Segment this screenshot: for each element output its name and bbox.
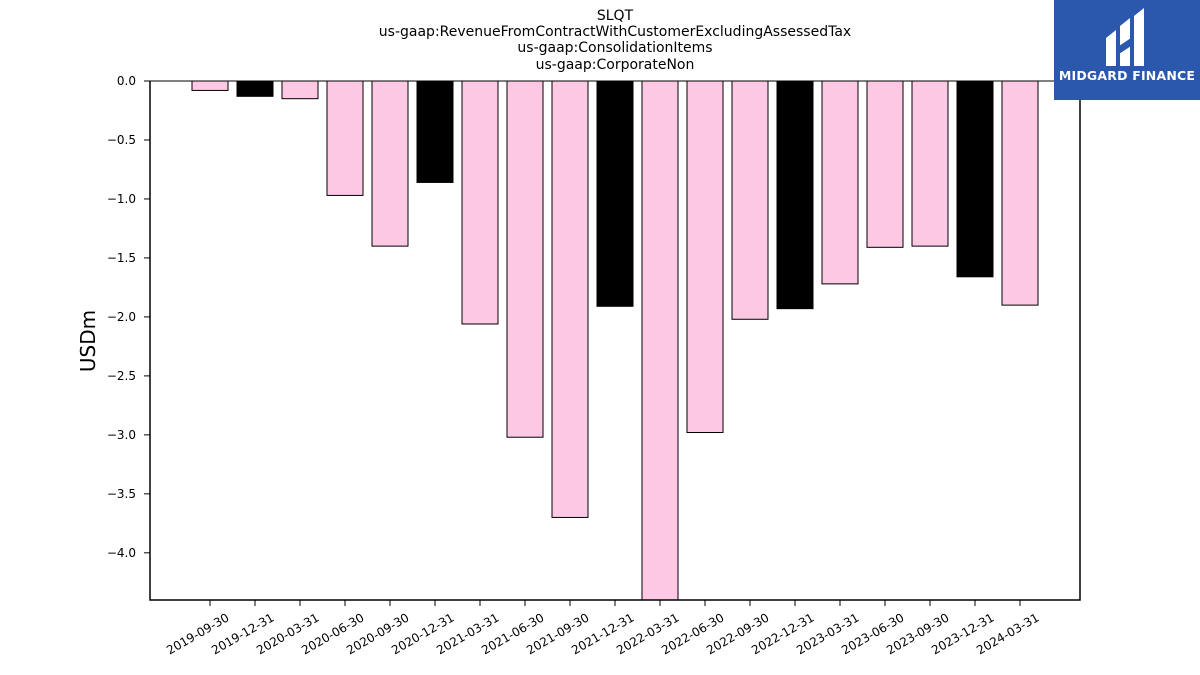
bar-2021-12-31	[596, 80, 634, 307]
y-tick-label: −2.5	[107, 369, 136, 383]
bar-2019-09-30	[191, 80, 229, 91]
bar-2022-12-31	[776, 80, 814, 310]
y-tick-label: −2.0	[107, 310, 136, 324]
y-tick-label: −1.0	[107, 192, 136, 206]
midgard-finance-logo: MIDGARD FINANCE	[1054, 0, 1200, 100]
y-tick-label: −3.5	[107, 487, 136, 501]
y-tick-label: −4.0	[107, 546, 136, 560]
bar-2021-09-30	[551, 80, 589, 518]
bar-2020-12-31	[416, 80, 454, 183]
bar-2022-06-30	[686, 80, 724, 434]
bar-2019-12-31	[236, 80, 274, 97]
bar-2021-06-30	[506, 80, 544, 438]
bar-2020-09-30	[371, 80, 409, 247]
chart-title-line-2: us-gaap:RevenueFromContractWithCustomerE…	[379, 24, 851, 40]
bar-2022-03-31	[641, 80, 679, 601]
y-axis: 0.0 −0.5 −1.0 −1.5 −2.0 −2.5 −3.0 −3.5 −4.0	[107, 74, 150, 560]
bar-2023-03-31	[821, 80, 859, 285]
bar-2023-06-30	[866, 80, 904, 248]
y-tick-label: −1.5	[107, 251, 136, 265]
bar-2024-03-31	[1001, 80, 1039, 306]
bar-2023-09-30	[911, 80, 949, 247]
x-axis: 2019-09-302019-12-312020-03-312020-06-30…	[164, 600, 1042, 657]
midgard-logo-icon	[1106, 8, 1144, 66]
chart-title-line-4: us-gaap:CorporateNon	[536, 57, 695, 73]
y-axis-label: USDm	[76, 310, 100, 372]
bar-series	[149, 80, 1081, 601]
bar-2020-03-31	[281, 80, 319, 100]
chart-title-line-3: us-gaap:ConsolidationItems	[517, 40, 712, 56]
bar-2023-12-31	[956, 80, 994, 278]
y-tick-label: −0.5	[107, 133, 136, 147]
bar-2020-06-30	[326, 80, 364, 196]
y-tick-label: −3.0	[107, 428, 136, 442]
logo-text: MIDGARD FINANCE	[1058, 68, 1196, 83]
bar-2022-09-30	[731, 80, 769, 320]
y-tick-label: 0.0	[117, 74, 136, 88]
chart-title: SLQT us-gaap:RevenueFromContractWithCust…	[379, 8, 851, 73]
bar-2021-03-31	[461, 80, 499, 325]
chart-title-line-1: SLQT	[597, 8, 634, 24]
